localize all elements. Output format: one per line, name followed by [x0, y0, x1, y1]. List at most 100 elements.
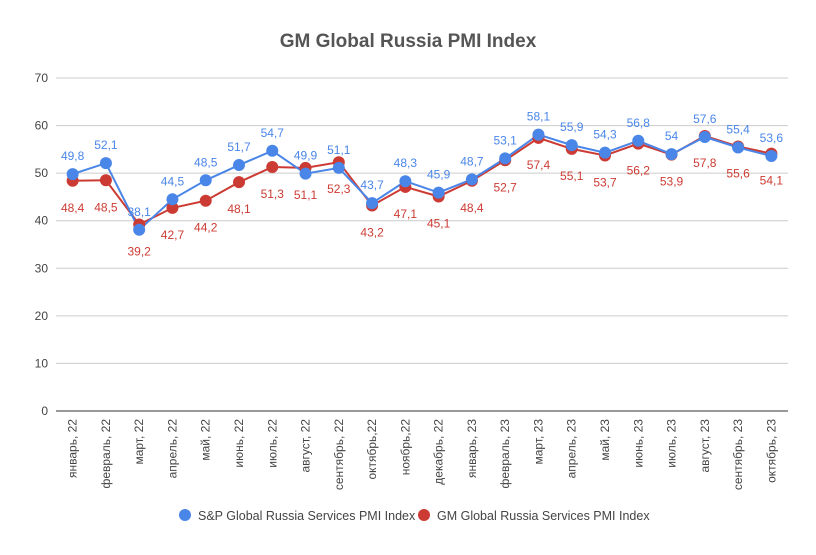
data-label: 47,1	[394, 207, 418, 221]
y-tick-label: 40	[35, 214, 49, 228]
data-label: 54	[665, 129, 679, 143]
data-point[interactable]	[465, 173, 478, 186]
y-tick-label: 50	[35, 166, 49, 180]
data-label: 51,7	[227, 140, 251, 154]
data-label: 58,1	[527, 110, 551, 124]
data-label: 53,9	[660, 175, 684, 189]
x-tick-label: январь, 23	[465, 419, 479, 478]
x-tick-label: май, 22	[199, 419, 213, 461]
data-point[interactable]	[99, 174, 112, 187]
x-tick-label: сентябрь, 22	[332, 419, 346, 490]
data-point[interactable]	[166, 201, 179, 214]
data-point[interactable]	[499, 152, 512, 165]
data-point[interactable]	[565, 139, 578, 152]
y-axis-ticks: 0 10 20 30 40 50 60 70	[35, 71, 49, 418]
data-point[interactable]	[665, 148, 678, 161]
x-tick-label: июнь, 23	[631, 419, 645, 468]
x-tick-label: октябрь, 23	[764, 419, 778, 483]
data-label: 44,5	[161, 174, 185, 188]
data-point[interactable]	[233, 159, 245, 172]
x-tick-label: февраль, 23	[498, 419, 512, 489]
data-label: 48,4	[460, 201, 484, 215]
data-label: 43,2	[360, 225, 384, 239]
data-point[interactable]	[166, 193, 179, 206]
data-label: 52,7	[494, 180, 518, 194]
data-label: 48,3	[394, 156, 418, 170]
data-point[interactable]	[599, 146, 611, 159]
data-label: 43,7	[360, 178, 384, 192]
y-tick-label: 10	[35, 356, 49, 370]
data-label: 57,8	[693, 156, 717, 170]
legend-marker-gm	[418, 509, 430, 521]
data-label: 54,7	[261, 126, 285, 140]
data-label: 55,4	[726, 122, 750, 136]
data-label: 49,9	[294, 149, 318, 163]
data-point[interactable]	[732, 141, 745, 154]
x-tick-label: май, 23	[598, 419, 612, 461]
legend-marker-sp	[179, 509, 191, 521]
data-point[interactable]	[698, 130, 711, 143]
data-point[interactable]	[532, 128, 545, 141]
data-label: 45,1	[427, 216, 451, 230]
x-tick-label: март, 22	[132, 419, 146, 465]
data-label: 48,5	[194, 155, 218, 169]
data-label: 53,7	[593, 176, 617, 190]
data-label: 48,5	[94, 200, 118, 214]
data-point[interactable]	[432, 186, 445, 199]
data-label: 45,9	[427, 168, 451, 182]
data-point[interactable]	[632, 134, 645, 147]
data-point[interactable]	[133, 223, 146, 236]
legend-item-sp[interactable]: S&P Global Russia Services PMI Index	[179, 509, 416, 523]
x-tick-label: март, 23	[531, 419, 545, 465]
data-point[interactable]	[66, 168, 79, 181]
y-tick-label: 60	[35, 119, 49, 133]
data-point[interactable]	[399, 175, 412, 188]
data-point[interactable]	[199, 194, 212, 207]
data-label: 54,3	[593, 128, 617, 142]
x-tick-label: сентябрь, 23	[731, 419, 745, 490]
data-label: 52,3	[327, 182, 351, 196]
data-label: 48,1	[227, 202, 251, 216]
data-point[interactable]	[99, 157, 112, 170]
data-point[interactable]	[366, 197, 379, 210]
data-point[interactable]	[332, 161, 345, 174]
x-tick-label: август, 22	[299, 419, 313, 473]
data-point[interactable]	[266, 160, 279, 173]
data-label: 55,1	[560, 169, 584, 183]
data-label: 53,6	[760, 131, 784, 145]
x-axis-ticks: январь, 22 февраль, 22 март, 22 апрель, 22 м…	[66, 419, 779, 490]
data-label: 55,6	[726, 167, 750, 181]
data-label: 55,9	[560, 120, 584, 134]
data-labels: 49,8 52,1 38,1 44,5 48,5 51,7 54,7 49,9 51,1 43,7…	[61, 110, 783, 259]
data-label: 42,7	[161, 228, 185, 242]
data-label: 51,1	[294, 188, 318, 202]
data-label: 51,1	[327, 143, 351, 157]
y-tick-label: 30	[35, 261, 49, 275]
data-label: 57,4	[527, 158, 551, 172]
data-label: 44,2	[194, 221, 218, 235]
data-label: 49,8	[61, 149, 85, 163]
data-point[interactable]	[233, 176, 245, 189]
data-point[interactable]	[266, 144, 279, 157]
x-tick-label: январь, 22	[66, 419, 80, 478]
series-line-1	[72, 134, 772, 226]
chart-title: GM Global Russia PMI Index	[280, 31, 537, 52]
legend-label-gm: GM Global Russia Services PMI Index	[437, 509, 650, 523]
x-tick-label: июль, 22	[265, 419, 279, 468]
series-points	[66, 128, 778, 236]
data-point[interactable]	[299, 167, 312, 180]
data-label: 38,1	[128, 205, 152, 219]
data-point[interactable]	[199, 174, 212, 187]
legend-label-sp: S&P Global Russia Services PMI Index	[198, 509, 416, 523]
y-tick-label: 70	[35, 71, 49, 85]
data-point[interactable]	[765, 150, 778, 163]
data-label: 56,8	[627, 116, 651, 130]
legend-item-gm[interactable]: GM Global Russia Services PMI Index	[418, 509, 650, 523]
data-label: 52,1	[94, 138, 118, 152]
x-tick-label: октябрь,22	[365, 419, 379, 480]
data-label: 56,2	[627, 164, 651, 178]
x-tick-label: апрель, 22	[165, 419, 179, 479]
data-label: 51,3	[261, 187, 285, 201]
